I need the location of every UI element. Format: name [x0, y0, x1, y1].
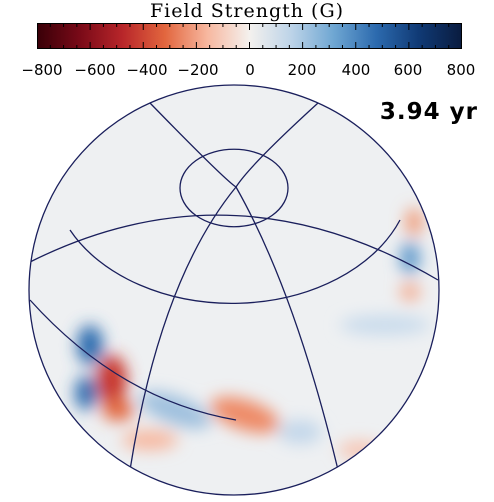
colorbar-tick-label: −800 — [21, 61, 63, 79]
colorbar-tick-label: −200 — [177, 61, 219, 79]
colorbar-tick-label: −600 — [74, 61, 116, 79]
latitude-line — [69, 219, 401, 304]
colorbar-title: Field Strength (G) — [149, 0, 345, 22]
globe-disk — [29, 85, 439, 495]
colorbar-tick-labels: −800 −600 −400 −200 0 200 400 600 800 — [0, 61, 494, 81]
colorbar-tick-label: −400 — [126, 61, 168, 79]
time-label: 3.94 yr — [379, 99, 478, 125]
latitude-line — [29, 299, 237, 421]
longitude-line — [129, 102, 319, 471]
latitude-line — [29, 214, 439, 281]
colorbar-tick-label: 800 — [446, 61, 476, 79]
globe-limb — [28, 84, 440, 496]
colorbar-tick-label: 200 — [287, 61, 317, 79]
colorbar-tick-label: 400 — [341, 61, 371, 79]
latitude-line — [179, 148, 289, 228]
colorbar-ticks — [37, 23, 462, 49]
colorbar-tick-label: 600 — [393, 61, 423, 79]
field-patches — [75, 208, 430, 459]
longitude-line — [149, 102, 346, 495]
graticule — [29, 102, 439, 495]
colorbar-tick-label: 0 — [245, 61, 255, 79]
